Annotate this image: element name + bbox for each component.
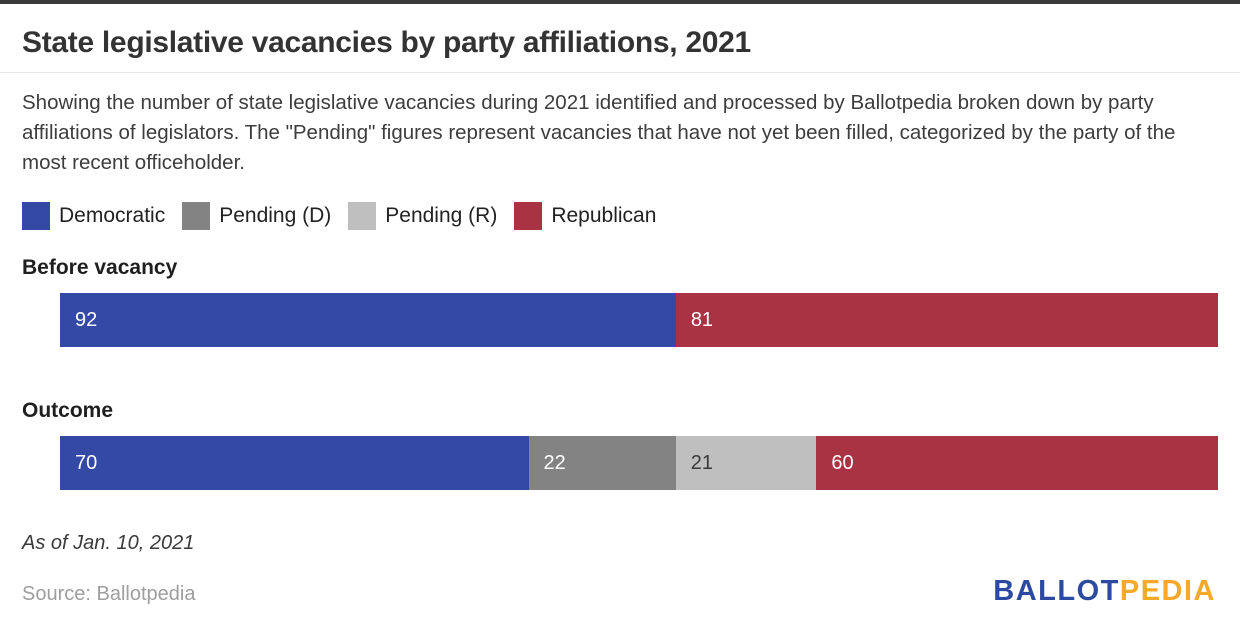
legend-swatch-republican	[514, 202, 543, 230]
legend-item-republican: Republican	[514, 202, 656, 230]
legend-swatch-democratic	[22, 202, 50, 230]
footer: Source: Ballotpedia BALLOTPEDIA	[22, 577, 1218, 606]
legend-swatch-pending-d	[182, 202, 211, 230]
chart-title: State legislative vacancies by party aff…	[22, 26, 751, 59]
segment-value: 81	[690, 309, 714, 331]
chart-subtitle: Showing the number of state legislative …	[22, 91, 1176, 174]
legend-label: Republican	[551, 204, 657, 227]
legend-item-pending-r: Pending (R)	[348, 202, 497, 230]
as-of-note: As of Jan. 10, 2021	[22, 532, 195, 554]
source-note: Source: Ballotpedia	[22, 583, 196, 605]
legend-label: Democratic	[59, 204, 166, 227]
legend-item-pending-d: Pending (D)	[182, 202, 331, 230]
logo-pedia: PEDIA	[1119, 575, 1216, 607]
segment-value: 22	[543, 452, 566, 474]
segment-value: 21	[690, 452, 714, 474]
bar-segment-pending-d: 22	[528, 436, 676, 490]
bar-segment-pending-r: 21	[675, 436, 817, 490]
stacked-bar: 92 81	[60, 293, 1218, 347]
bar-segment-democratic: 92	[60, 293, 676, 347]
row-label: Before vacancy	[22, 256, 178, 279]
chart-rows: Before vacancy 92 81 Outcome 70 22 21 60	[22, 256, 1218, 490]
legend-swatch-pending-r	[348, 202, 377, 230]
bar-segment-republican: 81	[675, 293, 1218, 347]
title-divider	[0, 72, 1240, 73]
bar-segment-republican: 60	[816, 436, 1218, 490]
logo-ballot: BALLOT	[993, 575, 1120, 607]
bar-segment-democratic: 70	[60, 436, 529, 490]
row-label: Outcome	[22, 399, 114, 422]
chart-row-outcome: Outcome 70 22 21 60	[22, 399, 1218, 490]
legend-label: Pending (R)	[385, 204, 498, 227]
chart-row-before-vacancy: Before vacancy 92 81	[22, 256, 1218, 347]
legend: Democratic Pending (D) Pending (R) Republic…	[22, 202, 1218, 230]
ballotpedia-logo: BALLOTPEDIA	[993, 577, 1218, 606]
stacked-bar: 70 22 21 60	[60, 436, 1218, 490]
legend-label: Pending (D)	[219, 204, 332, 227]
segment-value: 92	[75, 309, 98, 331]
legend-item-democratic: Democratic	[22, 202, 165, 230]
segment-value: 60	[831, 452, 854, 474]
segment-value: 70	[75, 452, 98, 474]
